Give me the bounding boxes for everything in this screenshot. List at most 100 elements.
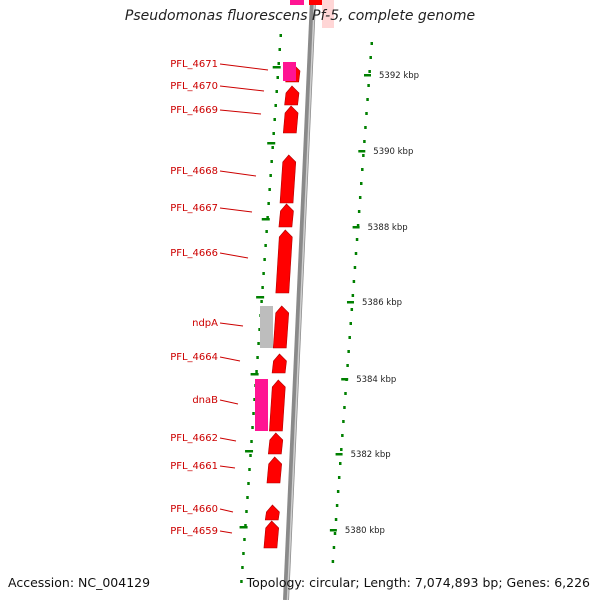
gene-arrow-PFL_4664 (271, 353, 287, 374)
inner-track-dot (340, 448, 343, 451)
map-title: Pseudomonas fluorescens Pf-5, complete g… (124, 8, 476, 24)
gene-arrow-PFL_4667 (278, 203, 294, 228)
scale-tick-mark (341, 378, 349, 381)
outer-track-dot (271, 146, 274, 149)
gene-label-PFL_4664: PFL_4664 (170, 352, 218, 363)
pink-feature-1 (283, 62, 296, 81)
gene-label-lines (219, 63, 269, 534)
inner-track-dot (365, 112, 368, 115)
gene-label-PFL_4667: PFL_4667 (170, 203, 218, 214)
pink-feature-2 (255, 379, 268, 431)
inner-track-dot (349, 322, 352, 325)
gene-label-line-PFL_4659 (219, 530, 233, 534)
inner-track-dot (360, 182, 363, 185)
outer-track-dot (260, 300, 263, 303)
gene-arrow-PFL_4662 (267, 432, 284, 455)
gene-arrow-PFL_4659 (263, 520, 279, 549)
gene-label-PFL_4662: PFL_4662 (170, 433, 218, 444)
outer-track-dot (275, 90, 278, 93)
outer-track-dot (246, 496, 249, 499)
gene-label-line-ndpA (219, 322, 244, 327)
outer-track-dot (272, 132, 275, 135)
gene-label-PFL_4670: PFL_4670 (170, 81, 218, 92)
outer-track-dot (279, 34, 282, 37)
outer-track-dash (250, 373, 259, 376)
gene-label-PFL_4659: PFL_4659 (170, 526, 218, 537)
scale-tick-mark (335, 453, 343, 456)
gene-label-ndpA: ndpA (192, 318, 218, 329)
outer-track-dot (244, 524, 247, 527)
outer-track-dot (268, 188, 271, 191)
inner-track-dot (358, 196, 362, 199)
inner-track-dot (362, 154, 365, 157)
scale-tick-label: 5390 kbp (373, 147, 413, 157)
gene-label-line-PFL_4664 (219, 356, 241, 362)
outer-track-dot (263, 258, 266, 261)
inner-track-dot (342, 420, 345, 423)
outer-track-dot (252, 412, 255, 415)
gene-arrow-PFL_4660 (264, 504, 280, 521)
outer-track-dot (248, 468, 251, 471)
gene-label-line-PFL_4670 (219, 85, 265, 92)
inner-track-dot (343, 406, 346, 409)
scale-tick-mark (358, 150, 366, 153)
feature-partial-pink (290, 0, 304, 5)
outer-track-dash (245, 450, 254, 453)
inner-track-dot (337, 476, 341, 479)
inner-track-dot (348, 336, 351, 339)
outer-track-dot (249, 454, 252, 457)
inner-track-dot (356, 224, 360, 227)
outer-track-dash (272, 66, 281, 69)
inner-track-dot (352, 280, 356, 283)
scale-tick-mark (364, 74, 371, 77)
inner-track-dot (361, 168, 364, 171)
outer-dotted-track (239, 34, 282, 583)
inner-track-dot (333, 532, 337, 535)
gene-label-line-PFL_4668 (219, 170, 257, 177)
outer-track-dot (278, 48, 281, 51)
gene-label-line-PFL_4671 (219, 63, 269, 71)
inner-track-dot (341, 434, 344, 437)
outer-track-dot (265, 230, 268, 233)
gene-label-PFL_4668: PFL_4668 (170, 166, 218, 177)
backbone-highlight (286, 0, 316, 600)
outer-track-dot (277, 62, 280, 65)
scale-tick-label: 5380 kbp (345, 526, 385, 536)
gene-arrow-PFL_4669 (282, 105, 299, 134)
gene-label-PFL_4669: PFL_4669 (170, 105, 218, 116)
gene-label-line-PFL_4667 (219, 207, 253, 213)
outer-track-dot (255, 370, 258, 373)
gene-arrow-ndpA (272, 305, 290, 349)
gene-label-dnaB: dnaB (192, 395, 218, 406)
inner-dotted-track (331, 42, 373, 563)
scale-tick-mark (352, 226, 360, 229)
gene-label-line-PFL_4666 (219, 252, 249, 259)
inner-track-dot (350, 308, 354, 311)
backbone-line (283, 0, 316, 600)
genome-backbone (283, 0, 316, 600)
outer-track-dash (261, 218, 270, 221)
outer-track-dot (273, 118, 276, 121)
inner-track-dot (346, 364, 349, 367)
inner-track-dot (336, 490, 340, 493)
gene-label-line-PFL_4662 (219, 437, 237, 442)
inner-track-dot (367, 84, 370, 87)
outer-track-dot (245, 510, 248, 513)
inner-track-dot (366, 98, 369, 101)
outer-track-dash (256, 296, 265, 299)
outer-track-dot (243, 538, 246, 541)
topology-text: Topology: circular; Length: 7,074,893 bp… (246, 575, 590, 590)
scale-ticks: 5392 kbp 5390 kbp 5388 kbp 5386 kbp 5384 kbp… (329, 71, 419, 536)
gene-labels: PFL_4671 PFL_4670 PFL_4669 PFL_4668 PFL_4667… (170, 59, 218, 537)
gene-arrow-PFL_4668 (279, 154, 297, 204)
inner-track-dot (335, 504, 339, 507)
gene-arrow-PFL_4670 (284, 85, 300, 106)
feature-partial-red (309, 0, 322, 5)
scale-tick-label: 5384 kbp (356, 375, 396, 385)
outer-track-dot (269, 174, 272, 177)
inner-track-dot (347, 350, 350, 353)
gene-arrow-PFL_4666 (275, 229, 293, 294)
gene-label-PFL_4666: PFL_4666 (170, 248, 218, 259)
inner-track-dot (331, 560, 335, 563)
